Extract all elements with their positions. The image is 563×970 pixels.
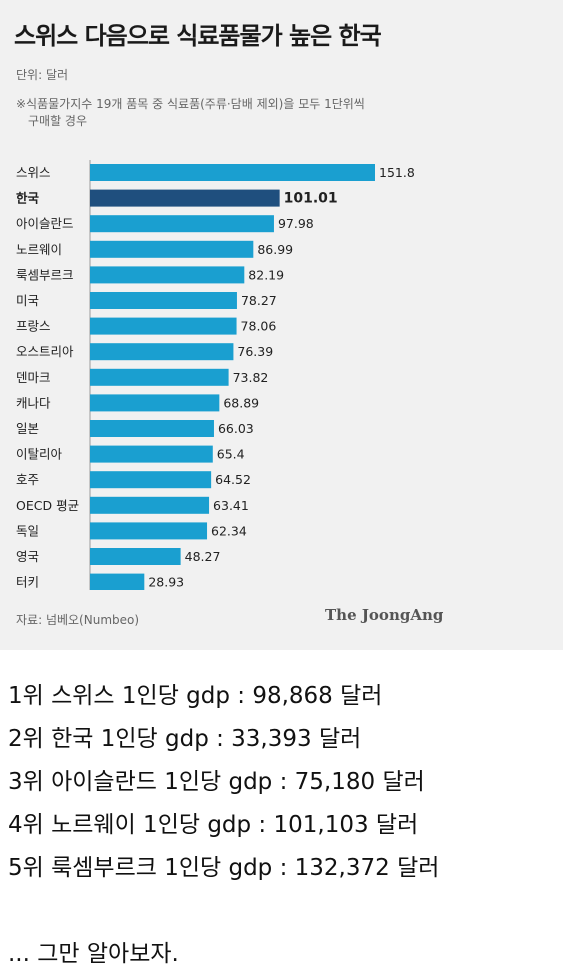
- comment-line-2: 2위 한국 1인당 gdp : 33,393 달러: [8, 726, 362, 752]
- bar: [90, 471, 212, 489]
- category-label: 일본: [16, 421, 39, 436]
- chart-card: 스위스 다음으로 식료품물가 높은 한국 단위: 달러 ※식품물가지수 19개 …: [0, 0, 563, 650]
- category-label: 스위스: [16, 165, 51, 180]
- brand-logo: The JoongAng: [325, 606, 444, 624]
- bar: [90, 394, 220, 412]
- category-label: 오스트리아: [16, 344, 74, 359]
- value-label: 78.27: [241, 293, 277, 308]
- value-label: 65.4: [217, 447, 245, 462]
- comment-line-3: 3위 아이슬란드 1인당 gdp : 75,180 달러: [8, 769, 425, 795]
- value-label: 62.34: [211, 523, 247, 538]
- category-label: 독일: [16, 523, 39, 538]
- bar: [90, 548, 181, 565]
- bar: [90, 189, 280, 207]
- bar: [90, 292, 237, 309]
- category-label: OECD 평균: [16, 498, 79, 513]
- category-label: 한국: [16, 191, 40, 206]
- bar: [90, 522, 208, 540]
- category-label: 영국: [16, 549, 39, 564]
- category-label: 노르웨이: [16, 242, 62, 257]
- value-label: 76.39: [237, 344, 273, 359]
- value-label: 101.01: [284, 191, 338, 207]
- value-label: 82.19: [248, 267, 284, 282]
- category-label: 이탈리아: [16, 447, 63, 462]
- comment-line-6: ... 그만 알아보자.: [8, 941, 179, 967]
- category-label: 터키: [16, 575, 39, 590]
- value-label: 64.52: [215, 472, 251, 487]
- bar: [90, 445, 213, 463]
- category-label: 덴마크: [16, 370, 51, 385]
- note-line-1: ※식품물가지수 19개 품목 중 식료품(주류·담배 제외)을 모두 1단위씩: [16, 97, 365, 111]
- bar: [90, 164, 375, 181]
- bar: [90, 420, 214, 437]
- category-label: 프랑스: [16, 319, 51, 334]
- bar: [90, 368, 229, 386]
- comment-line-5: 5위 룩셈부르크 1인당 gdp : 132,372 달러: [8, 855, 440, 881]
- bar: [90, 573, 145, 590]
- note-line-2: 구매할 경우: [28, 114, 88, 128]
- value-label: 97.98: [278, 216, 314, 231]
- chart-note: ※식품물가지수 19개 품목 중 식료품(주류·담배 제외)을 모두 1단위씩 …: [16, 96, 456, 130]
- category-label: 룩셈부르크: [16, 267, 74, 282]
- value-label: 73.82: [233, 370, 269, 385]
- bar: [90, 343, 234, 361]
- chart-title: 스위스 다음으로 식료품물가 높은 한국: [14, 22, 382, 50]
- value-label: 28.93: [148, 575, 184, 590]
- category-label: 미국: [16, 293, 39, 308]
- value-label: 63.41: [213, 498, 249, 513]
- value-label: 86.99: [257, 242, 293, 257]
- category-label: 호주: [16, 472, 39, 487]
- value-label: 66.03: [218, 421, 254, 436]
- bar: [90, 496, 210, 514]
- bar: [90, 240, 254, 258]
- bar: [90, 266, 245, 284]
- category-label: 아이슬란드: [16, 216, 74, 231]
- comment-line-1: 1위 스위스 1인당 gdp : 98,868 달러: [8, 683, 383, 709]
- value-label: 48.27: [185, 549, 221, 564]
- value-label: 78.06: [241, 319, 277, 334]
- value-label: 68.89: [223, 395, 259, 410]
- category-label: 캐나다: [16, 395, 51, 410]
- bar: [90, 215, 274, 233]
- unit-label: 단위: 달러: [16, 68, 69, 82]
- comment-line-4: 4위 노르웨이 1인당 gdp : 101,103 달러: [8, 812, 419, 838]
- value-label: 151.8: [379, 165, 415, 180]
- source-label: 자료: 넘베오(Numbeo): [16, 613, 140, 627]
- bar: [90, 317, 237, 335]
- bar-chart: 스위스 151.8 한국 101.01 아이슬란드 97.98 노르웨이 86.99 룩셈부르크…: [16, 160, 415, 590]
